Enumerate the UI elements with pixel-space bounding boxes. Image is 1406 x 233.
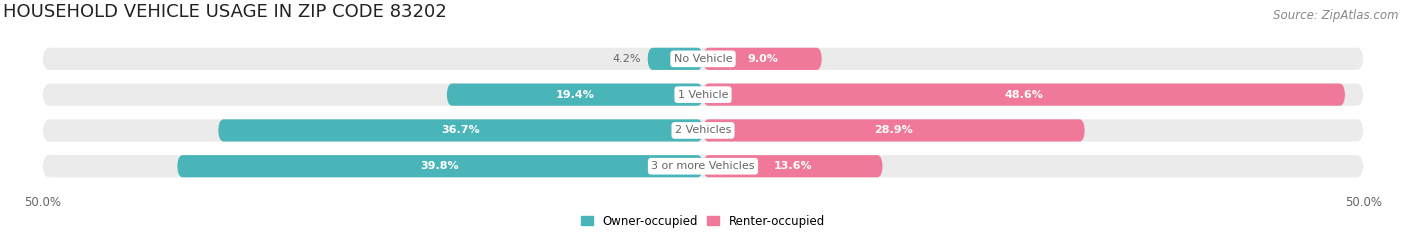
Text: 48.6%: 48.6%	[1005, 90, 1043, 100]
FancyBboxPatch shape	[703, 84, 1346, 106]
Text: 2 Vehicles: 2 Vehicles	[675, 125, 731, 135]
FancyBboxPatch shape	[42, 84, 1364, 106]
FancyBboxPatch shape	[447, 84, 703, 106]
FancyBboxPatch shape	[42, 155, 1364, 177]
Text: Source: ZipAtlas.com: Source: ZipAtlas.com	[1274, 9, 1399, 22]
FancyBboxPatch shape	[42, 119, 1364, 141]
Text: 13.6%: 13.6%	[773, 161, 813, 171]
Text: 39.8%: 39.8%	[420, 161, 460, 171]
Text: 19.4%: 19.4%	[555, 90, 595, 100]
Legend: Owner-occupied, Renter-occupied: Owner-occupied, Renter-occupied	[581, 215, 825, 228]
FancyBboxPatch shape	[703, 48, 823, 70]
Text: 9.0%: 9.0%	[747, 54, 778, 64]
FancyBboxPatch shape	[703, 155, 883, 177]
FancyBboxPatch shape	[648, 48, 703, 70]
FancyBboxPatch shape	[177, 155, 703, 177]
Text: 4.2%: 4.2%	[613, 54, 641, 64]
FancyBboxPatch shape	[703, 119, 1085, 141]
Text: 50.0%: 50.0%	[24, 195, 60, 209]
Text: HOUSEHOLD VEHICLE USAGE IN ZIP CODE 83202: HOUSEHOLD VEHICLE USAGE IN ZIP CODE 8320…	[3, 3, 447, 21]
FancyBboxPatch shape	[218, 119, 703, 141]
FancyBboxPatch shape	[42, 48, 1364, 70]
Text: 36.7%: 36.7%	[441, 125, 479, 135]
Text: 3 or more Vehicles: 3 or more Vehicles	[651, 161, 755, 171]
Text: 28.9%: 28.9%	[875, 125, 914, 135]
Text: 1 Vehicle: 1 Vehicle	[678, 90, 728, 100]
Text: No Vehicle: No Vehicle	[673, 54, 733, 64]
Text: 50.0%: 50.0%	[1346, 195, 1382, 209]
